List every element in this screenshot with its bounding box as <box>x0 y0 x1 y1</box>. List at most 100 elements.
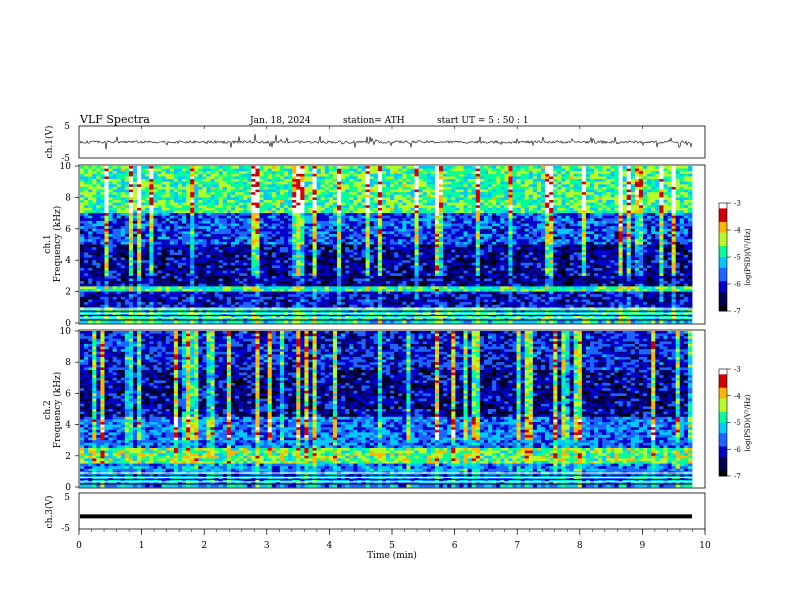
ch1-spec-cell <box>137 203 141 206</box>
ch1-spec-cell <box>635 221 639 224</box>
ch1-spec-cell <box>427 247 431 250</box>
ch1-spec-cell <box>639 226 643 229</box>
ch1-spec-cell <box>264 237 268 240</box>
ch1-spec-cell <box>141 239 145 242</box>
ch1-spec-cell <box>366 239 370 242</box>
ch1-spec-cell <box>149 245 153 248</box>
ch1-spec-cell <box>390 210 394 213</box>
ch1-spec-cell <box>447 197 451 200</box>
ch1-spec-cell <box>329 245 333 248</box>
ch1-spec-cell <box>145 174 149 177</box>
ch1-spec-cell <box>631 221 635 224</box>
ch1-spec-cell <box>96 237 100 240</box>
ch1-spec-cell <box>260 169 264 172</box>
ch1-spec-cell <box>672 250 676 253</box>
ch1-spec-cell <box>598 247 602 250</box>
ch1-spec-cell <box>219 234 223 237</box>
ch1-spec-cell <box>533 205 537 208</box>
ch1-spec-cell <box>594 224 598 227</box>
ch1-spec-cell <box>255 237 259 240</box>
ch1-spec-cell <box>492 250 496 253</box>
ch1-spec-cell <box>227 237 231 240</box>
ch1-spec-cell <box>582 179 586 182</box>
ch1-spec-cell <box>643 208 647 211</box>
ch1-spec-cell <box>178 205 182 208</box>
ch1-spec-cell <box>215 242 219 245</box>
ch1-spec-cell <box>166 216 170 219</box>
ch1-spec-cell <box>280 224 284 227</box>
ch1-spec-cell <box>496 166 500 169</box>
ch1-spec-cell <box>390 176 394 179</box>
ch1-spec-cell <box>561 208 565 211</box>
ch1-spec-cell <box>349 197 353 200</box>
ch1-spec-cell <box>651 169 655 172</box>
ch1-spec-cell <box>129 166 133 169</box>
ch1-spec-cell <box>680 171 684 174</box>
ch1-spec-cell <box>578 226 582 229</box>
ch1-spec-cell <box>317 197 321 200</box>
ch1-spec-cell <box>647 231 651 234</box>
ch1-spec-cell <box>504 187 508 190</box>
ch1-spec-cell <box>680 216 684 219</box>
ch1-spec-cell <box>194 247 198 250</box>
ch1-spec-cell <box>96 245 100 248</box>
ch1-spec-cell <box>260 184 264 187</box>
ch1-spec-cell <box>468 205 472 208</box>
ch1-spec-cell <box>84 195 88 198</box>
ch1-spec-cell <box>162 166 166 169</box>
ch1-spec-cell <box>406 237 410 240</box>
ch1-spec-cell <box>215 216 219 219</box>
ch1-spec-cell <box>227 242 231 245</box>
ch1-spec-cell <box>284 229 288 232</box>
ch1-spec-cell <box>508 187 512 190</box>
ch1-spec-cell <box>88 166 92 169</box>
ch1-spec-cell <box>206 221 210 224</box>
ch1-spec-cell <box>223 184 227 187</box>
ch1-spec-cell <box>423 216 427 219</box>
ch1-spec-cell <box>370 192 374 195</box>
ch1-spec-cell <box>427 239 431 242</box>
ch1-spec-cell <box>610 242 614 245</box>
ch1-spec-cell <box>206 174 210 177</box>
ch1-spec-cell <box>439 247 443 250</box>
ch1-spec-cell <box>149 205 153 208</box>
ch1-spec-cell <box>578 234 582 237</box>
ch1-spec-cell <box>353 184 357 187</box>
ch1-spec-cell <box>133 205 137 208</box>
ch1-spec-cell <box>117 171 121 174</box>
ch1-spec-cell <box>149 192 153 195</box>
ch1-spec-cell <box>521 234 525 237</box>
ch1-spec-cell <box>362 213 366 216</box>
ch1-spec-cell <box>174 195 178 198</box>
ch1-spec-cell <box>268 234 272 237</box>
ch1-spec-cell <box>231 169 235 172</box>
ch1-spec-cell <box>386 237 390 240</box>
ch1-spec-cell <box>223 239 227 242</box>
ch1-spec-cell <box>247 171 251 174</box>
ch1-spec-cell <box>141 237 145 240</box>
ch1-spec-cell <box>117 200 121 203</box>
ch1-spec-cell <box>566 221 570 224</box>
ch1-spec-cell <box>92 245 96 248</box>
ch1-spec-cell <box>578 213 582 216</box>
ch1-spec-cell <box>162 231 166 234</box>
ch1-spec-cell <box>325 187 329 190</box>
ch1-spec-cell <box>410 200 414 203</box>
ch1-spec-cell <box>121 242 125 245</box>
ch1-spec-cell <box>406 192 410 195</box>
ch1-spec-cell <box>317 218 321 221</box>
ch1-spec-cell <box>255 182 259 185</box>
ch1-spec-cell <box>402 250 406 253</box>
ch1-spec-cell <box>268 242 272 245</box>
ch1-spec-cell <box>443 184 447 187</box>
ch1-spec-cell <box>541 176 545 179</box>
ch1-spec-cell <box>582 242 586 245</box>
ch1-spec-cell <box>272 176 276 179</box>
ch1-spec-cell <box>325 203 329 206</box>
ch1-spec-cell <box>484 195 488 198</box>
ch1-spec-cell <box>190 176 194 179</box>
ch1-spec-cell <box>508 169 512 172</box>
ch1-spec-cell <box>158 247 162 250</box>
ch1-spec-cell <box>419 169 423 172</box>
ch1-spec-cell <box>468 239 472 242</box>
